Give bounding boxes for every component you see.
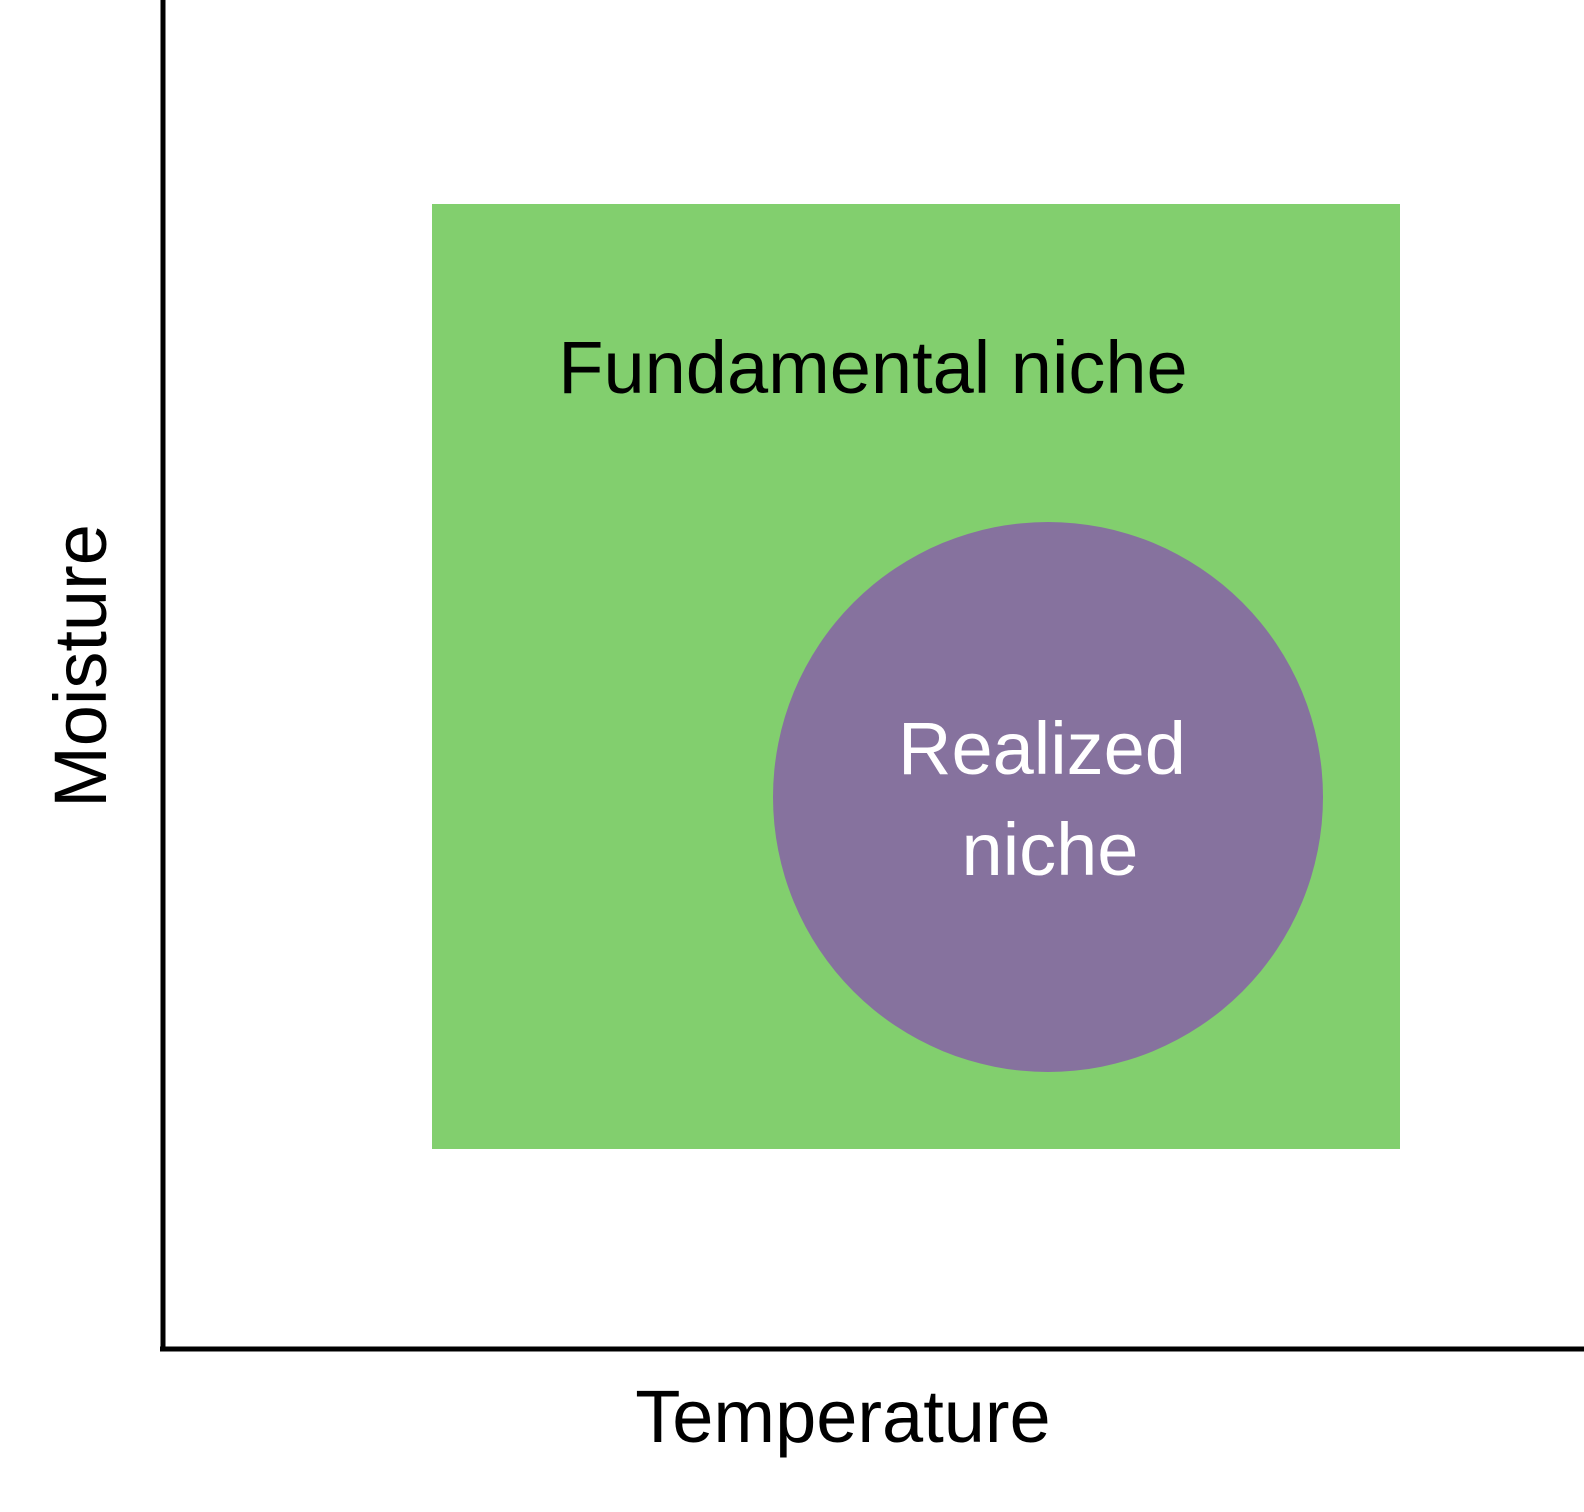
x-axis-label: Temperature <box>635 1375 1050 1458</box>
realized-niche-label-line2: niche <box>962 808 1139 891</box>
fundamental-niche-label: Fundamental niche <box>558 326 1187 409</box>
realized-niche-label-line1: Realized <box>898 707 1186 790</box>
y-axis-label: Moisture <box>39 524 122 808</box>
realized-niche-region <box>773 522 1323 1072</box>
